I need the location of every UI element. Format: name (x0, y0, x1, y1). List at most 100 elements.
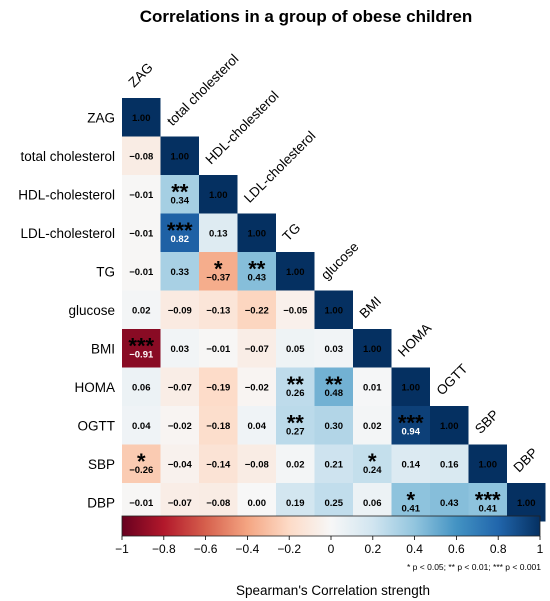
row-label: HDL-cholesterol (18, 187, 115, 202)
cell-value: 1.00 (440, 421, 459, 432)
heatmap-cell (353, 329, 392, 368)
significance-marker: *** (167, 218, 193, 243)
heatmap-cell (160, 406, 199, 445)
colorbar-ticks: −1 −0.8 −0.6 −0.4 −0.2 0 0.2 0.4 0.6 0.8 1 (115, 536, 544, 556)
cell-value: 0.41 (479, 503, 498, 514)
cell-value: 0.25 (325, 498, 344, 509)
cell-value: −0.19 (206, 382, 230, 393)
colorbar-tick-label: −0.6 (194, 542, 218, 556)
cell-value: 0.06 (363, 498, 382, 509)
cell-value: 0.13 (209, 228, 228, 239)
heatmap-cell (122, 252, 161, 291)
heatmap-cell (122, 213, 161, 252)
heatmap-cell (391, 406, 430, 445)
colorbar-tick-label: −1 (115, 542, 129, 556)
heatmap-cell (199, 444, 238, 483)
cell-value: 1.00 (325, 305, 344, 316)
cell-value: −0.02 (168, 421, 192, 432)
cell-value: 0.34 (171, 195, 190, 206)
significance-marker: ** (171, 179, 189, 204)
row-label: BMI (91, 341, 115, 356)
column-label: DBP (511, 445, 541, 475)
colorbar-tick-label: 0.2 (364, 542, 381, 556)
heatmap-cell (160, 290, 199, 329)
heatmap-cell (237, 406, 276, 445)
cell-value: 0.02 (363, 421, 382, 432)
column-label: total cholesterol (164, 51, 241, 128)
cell-value: 0.43 (440, 498, 459, 509)
heatmap-cell (276, 367, 315, 406)
cell-value: 0.02 (132, 305, 151, 316)
heatmap-cell (160, 175, 199, 214)
column-label: glucose (318, 239, 362, 283)
cell-value: 0.04 (132, 421, 151, 432)
significance-marker: ** (287, 410, 305, 435)
heatmap-cell (199, 406, 238, 445)
heatmap-cells: 1.00−0.08 1.00−0.01 **0.34 1.00−0.01 ***0.82… (122, 98, 546, 522)
cell-value: −0.22 (245, 305, 269, 316)
heatmap-cell (160, 213, 199, 252)
heatmap-cell (160, 252, 199, 291)
heatmap-cell (199, 367, 238, 406)
cell-value: −0.14 (206, 459, 231, 470)
heatmap-cell (237, 367, 276, 406)
heatmap-cell (314, 406, 353, 445)
cell-value: −0.01 (129, 498, 154, 509)
heatmap-cell (199, 483, 238, 522)
row-label: LDL-cholesterol (20, 226, 115, 241)
row-label: SBP (88, 457, 115, 472)
cell-value: −0.08 (245, 459, 269, 470)
cell-value: 1.00 (479, 459, 498, 470)
cell-value: −0.07 (168, 382, 192, 393)
colorbar-tick-label: 1 (537, 542, 544, 556)
heatmap-cell (507, 483, 546, 522)
heatmap-cell (276, 444, 315, 483)
cell-value: −0.04 (168, 459, 193, 470)
heatmap-cell (276, 483, 315, 522)
cell-value: 0.00 (248, 498, 267, 509)
significance-marker: * (137, 449, 146, 474)
cell-value: 0.30 (325, 421, 344, 432)
heatmap-cell (276, 329, 315, 368)
row-label: total cholesterol (20, 149, 115, 164)
cell-value: 0.21 (325, 459, 344, 470)
heatmap-cell (237, 444, 276, 483)
cell-value: −0.07 (245, 344, 269, 355)
heatmap-cell (122, 329, 161, 368)
column-label: HOMA (395, 320, 434, 359)
cell-value: −0.07 (168, 498, 192, 509)
row-label: HOMA (75, 380, 116, 395)
cell-value: −0.05 (283, 305, 308, 316)
cell-value: 0.26 (286, 388, 305, 399)
heatmap-cell (122, 98, 161, 137)
colorbar-tick-label: 0 (328, 542, 335, 556)
cell-value: 0.41 (402, 503, 421, 514)
column-label: TG (280, 220, 304, 244)
heatmap-cell (314, 290, 353, 329)
significance-marker: * (406, 487, 415, 512)
cell-value: 0.16 (440, 459, 459, 470)
heatmap-cell (237, 252, 276, 291)
heatmap-cell (122, 406, 161, 445)
significance-marker: ** (325, 372, 343, 397)
significance-marker: * (214, 256, 223, 281)
heatmap-cell (391, 483, 430, 522)
row-label: glucose (68, 303, 115, 318)
cell-value: 0.14 (402, 459, 421, 470)
cell-value: −0.02 (245, 382, 269, 393)
cell-value: 0.03 (171, 344, 190, 355)
column-label: OGTT (434, 361, 471, 398)
column-label: ZAG (126, 60, 156, 90)
cell-value: 1.00 (363, 344, 382, 355)
cell-value: −0.26 (129, 465, 153, 476)
row-label: OGTT (78, 418, 116, 433)
heatmap-cell (199, 213, 238, 252)
significance-marker: *** (398, 410, 424, 435)
column-label: LDL-cholesterol (241, 128, 318, 205)
column-label: HDL-cholesterol (203, 88, 282, 167)
heatmap-cell (199, 252, 238, 291)
cell-value: −0.08 (206, 498, 230, 509)
cell-value: 1.00 (402, 382, 421, 393)
